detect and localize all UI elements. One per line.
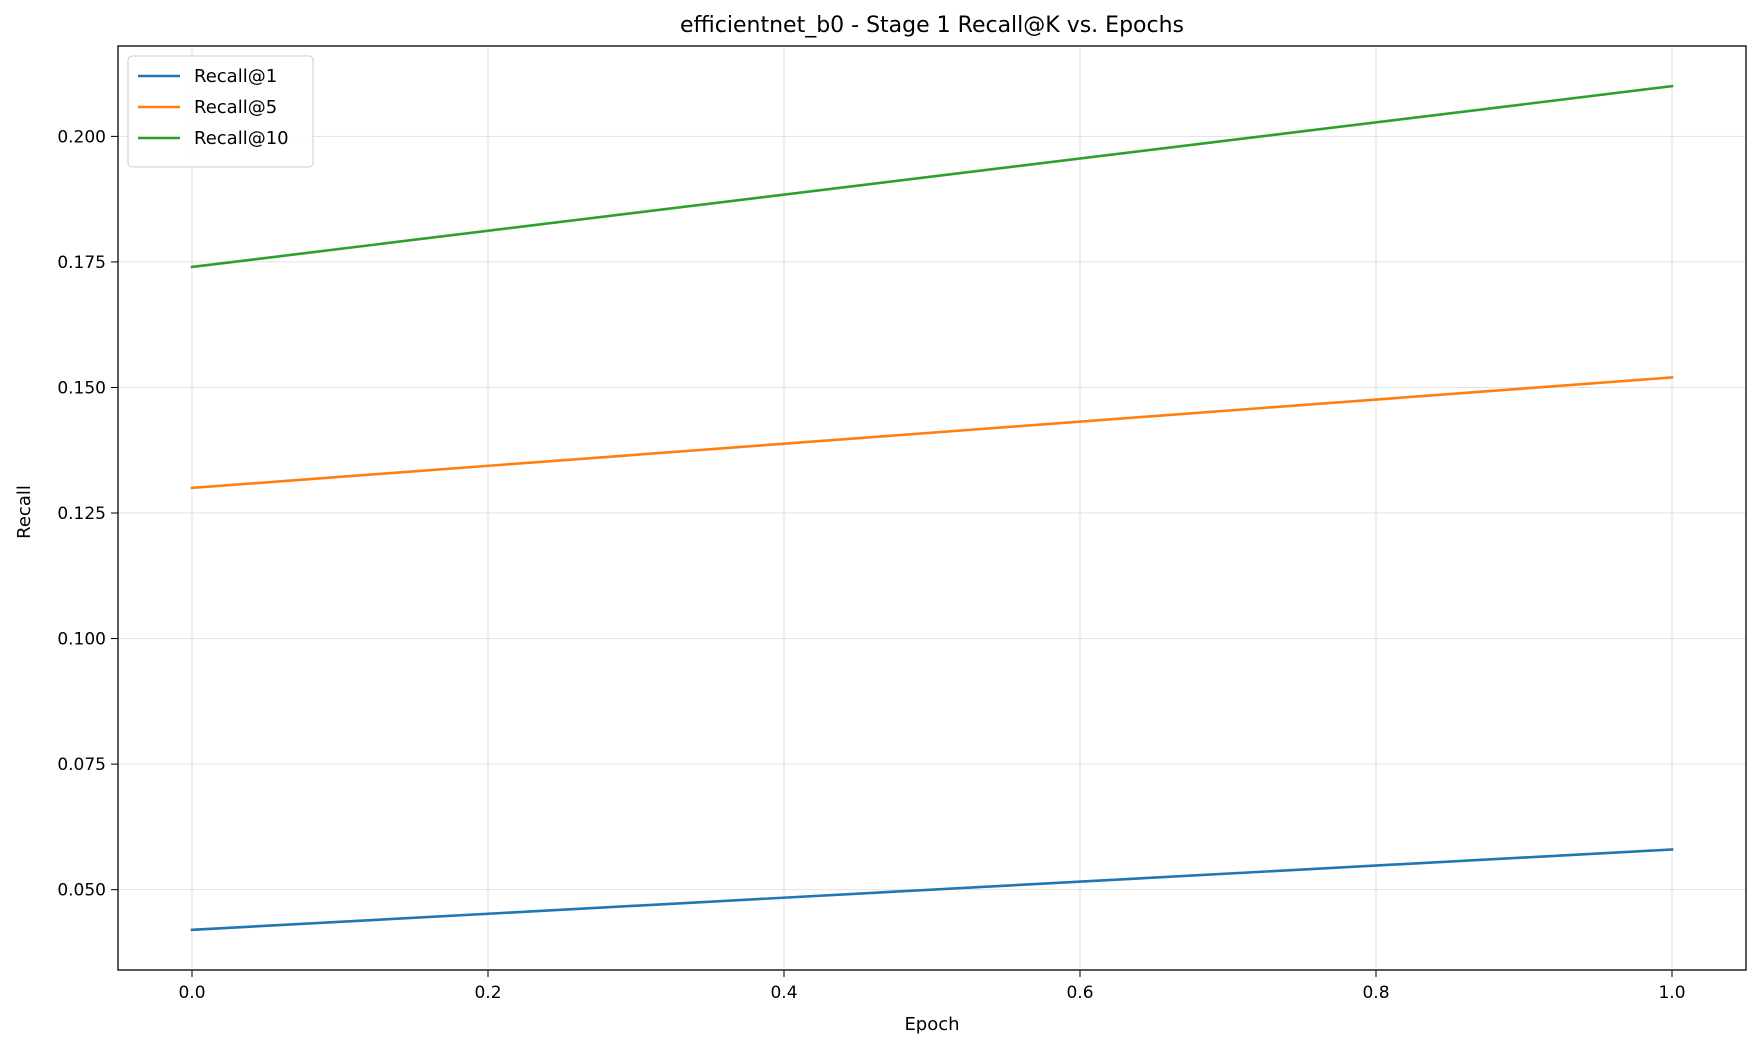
series-layer	[190, 84, 1674, 932]
legend: Recall@1 Recall@5 Recall@10	[127, 55, 314, 168]
grid-lines	[118, 46, 1746, 970]
legend-label-recall-10: Recall@10	[194, 128, 289, 149]
y-tick-label: 0.175	[57, 253, 106, 273]
series-line-recall-1	[190, 848, 1674, 932]
series-line-recall-10	[190, 84, 1674, 269]
x-tick-label: 1.0	[1658, 983, 1685, 1003]
y-tick-label: 0.150	[57, 378, 106, 398]
y-tick-label: 0.075	[57, 755, 106, 775]
y-tick-label: 0.125	[57, 504, 106, 524]
x-tick-label: 0.6	[1066, 983, 1093, 1003]
y-tick-label: 0.200	[57, 127, 106, 147]
chart-title: efficientnet_b0 - Stage 1 Recall@K vs. E…	[680, 13, 1184, 38]
x-tick-label: 0.2	[474, 983, 501, 1003]
y-axis-label: Recall	[14, 485, 35, 539]
x-tick-label: 0.8	[1362, 983, 1389, 1003]
legend-label-recall-5: Recall@5	[194, 97, 277, 118]
y-axis: 0.050 0.075 0.100 0.125 0.150 0.175 0.200	[57, 127, 118, 901]
series-line-recall-5	[190, 376, 1674, 490]
x-tick-label: 0.0	[178, 983, 205, 1003]
legend-label-recall-1: Recall@1	[194, 66, 277, 87]
y-tick-label: 0.050	[57, 881, 106, 901]
x-tick-label: 0.4	[770, 983, 797, 1003]
plot-frame	[117, 45, 1747, 971]
x-axis: 0.0 0.2 0.4 0.6 0.8 1.0	[178, 970, 1686, 1003]
x-axis-label: Epoch	[904, 1014, 959, 1035]
y-tick-label: 0.100	[57, 630, 106, 650]
